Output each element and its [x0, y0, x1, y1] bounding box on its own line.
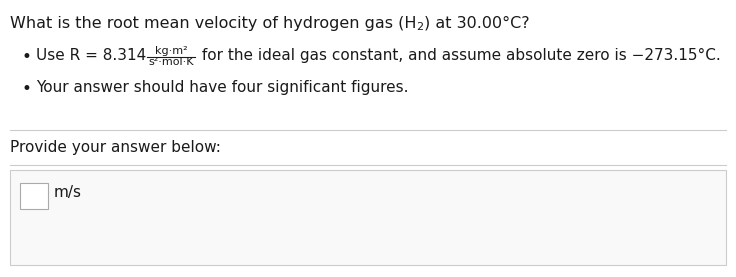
Text: Your answer should have four significant figures.: Your answer should have four significant…	[36, 80, 408, 95]
Text: •: •	[22, 48, 32, 66]
FancyBboxPatch shape	[20, 183, 48, 209]
Text: kg·m²: kg·m²	[155, 46, 188, 56]
Text: ) at 30.00°C?: ) at 30.00°C?	[424, 16, 529, 31]
Text: Provide your answer below:: Provide your answer below:	[10, 140, 221, 155]
Text: m/s: m/s	[54, 185, 82, 200]
Text: s²·mol·K: s²·mol·K	[148, 57, 194, 67]
Text: 2: 2	[417, 22, 424, 32]
FancyBboxPatch shape	[10, 170, 726, 265]
Text: •: •	[22, 80, 32, 98]
Text: What is the root mean velocity of hydrogen gas (H: What is the root mean velocity of hydrog…	[10, 16, 417, 31]
Text: Use R = 8.314: Use R = 8.314	[36, 48, 146, 63]
Text: for the ideal gas constant, and assume absolute zero is −273.15°C.: for the ideal gas constant, and assume a…	[197, 48, 721, 63]
